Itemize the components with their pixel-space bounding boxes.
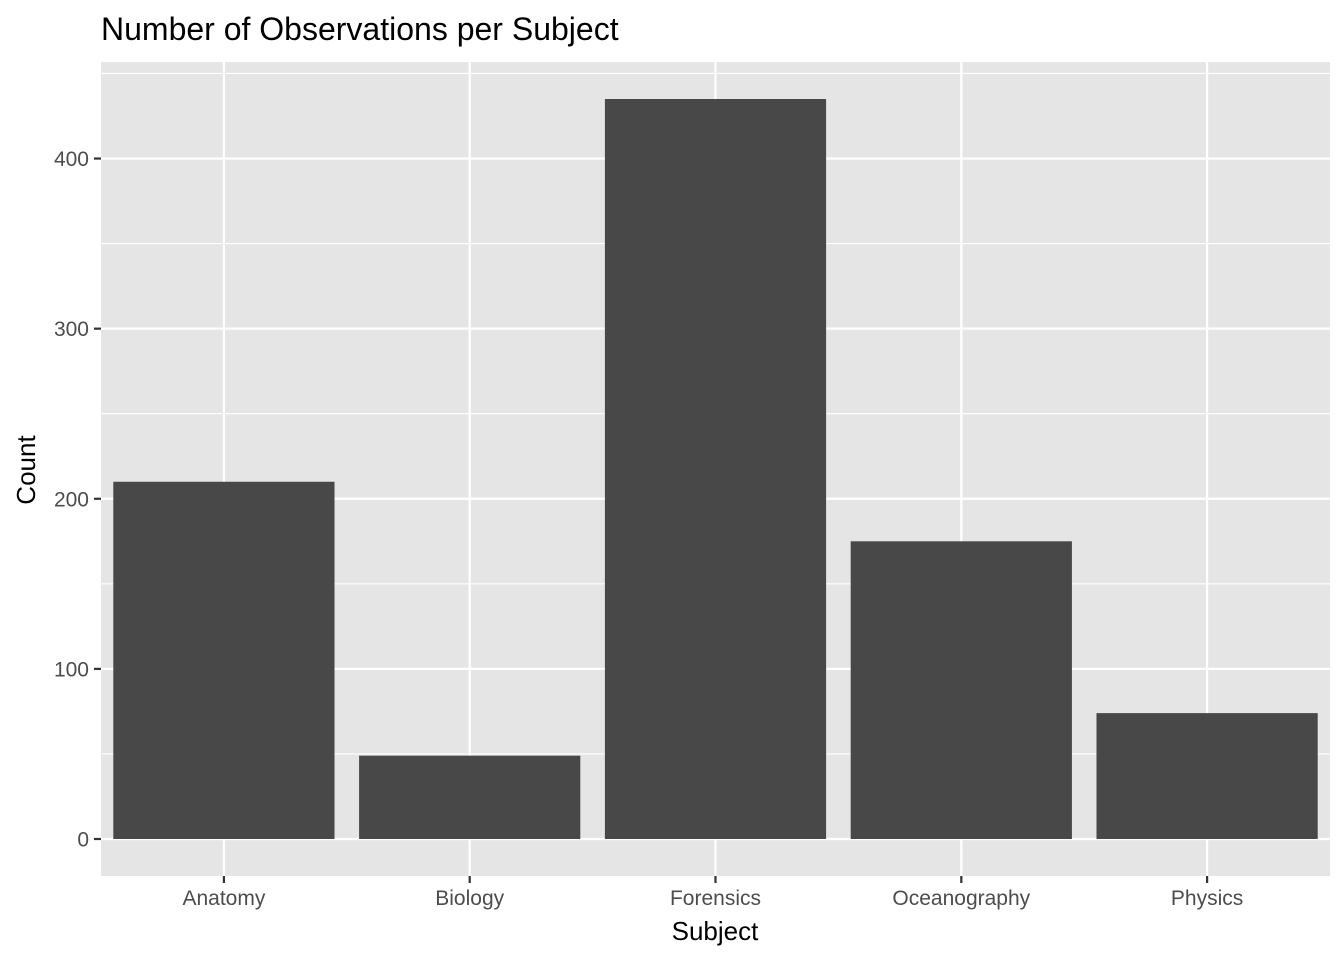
x-tick-label: Physics	[1171, 887, 1243, 910]
x-tick-label: Biology	[435, 887, 504, 910]
bar-oceanography	[850, 541, 1072, 839]
y-axis-title: Count	[11, 435, 41, 505]
bar-biology	[359, 755, 581, 839]
y-axis: 0 100 200 300 400	[54, 148, 101, 852]
x-tick-label: Forensics	[670, 887, 761, 910]
x-axis: Anatomy Biology Forensics Oceanography Physi…	[182, 876, 1243, 910]
bar-physics	[1096, 713, 1318, 839]
x-tick-label: Anatomy	[182, 887, 265, 910]
y-tick-label: 400	[54, 148, 89, 171]
bar-forensics	[604, 99, 827, 839]
y-tick-label: 200	[54, 488, 89, 511]
bars	[113, 99, 1318, 839]
x-tick-label: Oceanography	[892, 887, 1030, 910]
x-axis-title: Subject	[672, 916, 759, 946]
bar-anatomy	[113, 481, 335, 839]
y-tick-label: 300	[54, 318, 89, 341]
y-tick-label: 0	[77, 829, 89, 852]
chart-title: Number of Observations per Subject	[101, 11, 619, 47]
y-tick-label: 100	[54, 658, 89, 681]
